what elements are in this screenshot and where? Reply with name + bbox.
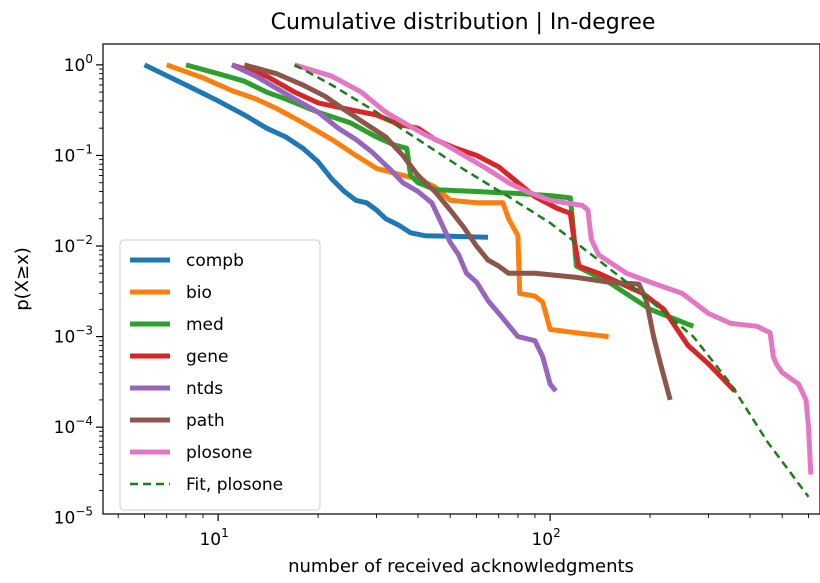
legend-label-plosone: plosone [186,443,252,463]
legend-label-compb: compb [186,251,244,271]
y-tick-label: 10−1 [54,142,93,166]
legend-box [119,239,321,511]
x-axis-ticks: 101 102 [117,514,809,550]
plot-lines [143,62,814,498]
y-tick-base: 10 [54,146,76,166]
y-tick-exponent: −5 [75,505,93,519]
y-tick-label: 10−5 [54,505,93,529]
legend: compb bio med gene ntds path plosone Fit, ploso… [119,239,321,511]
y-tick-exponent: −2 [75,233,93,247]
y-tick-base: 10 [64,56,86,76]
x-tick-label: 101 [199,526,228,550]
y-tick-exponent: −4 [75,414,93,428]
series-line-ntds [230,62,558,393]
plot-frame [102,43,820,515]
series-line-fit-plosone [294,63,810,498]
x-axis-label: number of received acknowledgments [288,556,634,577]
y-tick-base: 10 [54,418,76,438]
legend-label-gene: gene [186,347,228,367]
series-line-path [243,62,673,401]
legend-label-ntds: ntds [186,379,223,399]
y-tick-label: 10−3 [54,324,93,348]
x-tick-exponent: 1 [221,526,229,540]
y-tick-exponent: 0 [85,52,93,66]
x-tick-label: 102 [531,526,560,550]
chart-title: Cumulative distribution | In-degree [271,10,656,35]
y-tick-label: 100 [64,52,93,76]
series-line-plosone [293,62,814,475]
series-line-bio [165,62,609,340]
y-tick-base: 10 [54,237,76,257]
y-tick-base: 10 [54,328,76,348]
series-line-compb [143,62,489,240]
legend-label-fit-plosone: Fit, plosone [186,475,283,495]
y-tick-exponent: −3 [75,324,93,338]
legend-label-path: path [186,411,225,431]
x-tick-base: 10 [199,530,221,550]
y-tick-base: 10 [54,509,76,529]
y-tick-label: 10−4 [54,414,93,438]
y-tick-label: 10−2 [54,233,93,257]
y-axis-label: p(X≥x) [12,247,33,311]
x-tick-base: 10 [531,530,553,550]
y-tick-exponent: −1 [75,142,93,156]
x-tick-exponent: 2 [553,526,561,540]
legend-label-bio: bio [186,283,212,303]
legend-label-med: med [186,315,224,335]
